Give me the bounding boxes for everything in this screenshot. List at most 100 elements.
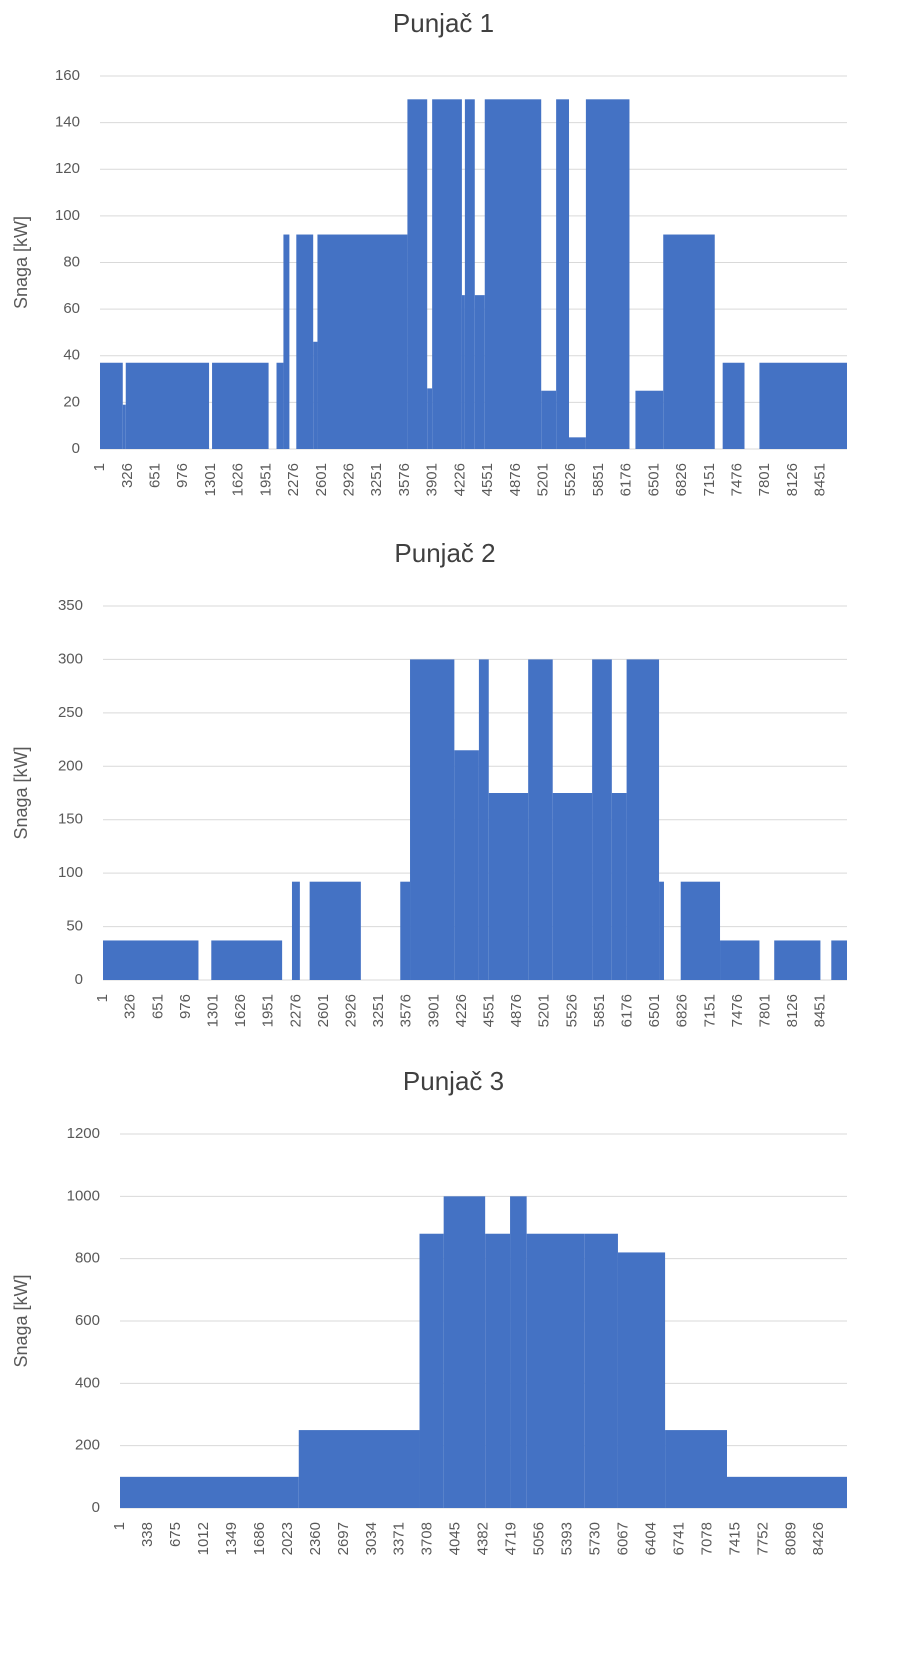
- x-tick-label: 5851: [591, 994, 608, 1027]
- bar: [443, 1196, 486, 1508]
- bar: [103, 940, 199, 980]
- y-axis-label: Snaga [kW]: [11, 746, 31, 839]
- x-tick-label: 8451: [812, 994, 829, 1027]
- x-tick-label: 7078: [698, 1522, 715, 1555]
- x-tick-label: 2697: [335, 1522, 352, 1555]
- x-tick-label: 6501: [645, 463, 662, 496]
- x-tick-label: 5526: [562, 463, 579, 496]
- y-axis-label: Snaga [kW]: [11, 216, 31, 309]
- bar: [454, 750, 479, 980]
- bar: [617, 1252, 666, 1508]
- bar: [296, 234, 314, 449]
- x-tick-label: 2360: [307, 1522, 324, 1555]
- x-tick-label: 1951: [260, 994, 277, 1027]
- x-tick-label: 5201: [536, 994, 553, 1027]
- x-tick-label: 8126: [784, 463, 801, 496]
- x-tick-label: 976: [177, 994, 194, 1019]
- y-tick-label: 100: [58, 864, 83, 881]
- bar: [720, 940, 760, 980]
- bar: [485, 1233, 511, 1508]
- x-tick-label: 5730: [587, 1522, 604, 1555]
- bar: [400, 881, 411, 980]
- x-tick-label: 5851: [590, 463, 607, 496]
- y-tick-label: 140: [55, 114, 80, 131]
- bar: [313, 341, 318, 449]
- x-tick-label: 7476: [728, 463, 745, 496]
- y-tick-label: 350: [58, 597, 83, 614]
- x-tick-label: 4226: [451, 463, 468, 496]
- x-tick-label: 5201: [534, 463, 551, 496]
- bar: [410, 659, 455, 980]
- bar: [774, 940, 821, 980]
- x-tick-label: 2601: [313, 463, 330, 496]
- x-tick-label: 3708: [419, 1522, 436, 1555]
- x-tick-label: 4876: [508, 994, 525, 1027]
- x-tick-label: 5056: [531, 1522, 548, 1555]
- x-tick-label: 6501: [646, 994, 663, 1027]
- y-tick-label: 250: [58, 704, 83, 721]
- x-tick-label: 1626: [230, 463, 247, 496]
- bar: [726, 1476, 847, 1508]
- bar: [541, 390, 557, 449]
- x-tick-label: 3576: [396, 463, 413, 496]
- x-tick-label: 2601: [315, 994, 332, 1027]
- x-tick-label: 3251: [370, 994, 387, 1027]
- y-tick-label: 200: [75, 1437, 100, 1454]
- y-tick-label: 0: [92, 1499, 100, 1516]
- x-tick-label: 2926: [342, 994, 359, 1027]
- x-tick-label: 6176: [618, 463, 635, 496]
- y-tick-label: 300: [58, 650, 83, 667]
- bar: [427, 388, 433, 449]
- x-tick-label: 1012: [195, 1522, 212, 1555]
- x-tick-label: 1301: [204, 994, 221, 1027]
- y-tick-label: 50: [66, 918, 83, 935]
- x-tick-label: 6826: [673, 463, 690, 496]
- bar: [659, 881, 664, 980]
- x-tick-label: 7801: [757, 994, 774, 1027]
- x-tick-label: 6741: [670, 1522, 687, 1555]
- y-tick-label: 160: [55, 67, 80, 84]
- x-tick-label: 4551: [479, 463, 496, 496]
- x-tick-label: 4226: [453, 994, 470, 1027]
- x-tick-label: 326: [122, 994, 139, 1019]
- bar: [635, 390, 664, 449]
- bar: [680, 881, 721, 980]
- x-tick-label: 6404: [642, 1522, 659, 1555]
- bar: [552, 793, 593, 980]
- x-tick-label: 5393: [559, 1522, 576, 1555]
- x-tick-label: 3251: [368, 463, 385, 496]
- x-tick-label: 1: [91, 463, 108, 471]
- bar: [125, 362, 210, 449]
- x-tick-label: 2926: [340, 463, 357, 496]
- x-tick-label: 3576: [398, 994, 415, 1027]
- bar: [407, 99, 428, 449]
- x-tick-label: 6067: [614, 1522, 631, 1555]
- y-tick-label: 0: [72, 440, 80, 457]
- x-tick-label: 326: [119, 463, 136, 488]
- bar: [291, 881, 300, 980]
- bar: [211, 940, 283, 980]
- x-tick-label: 7415: [726, 1522, 743, 1555]
- chart-title: Punjač 2: [394, 538, 495, 568]
- y-tick-label: 600: [75, 1312, 100, 1329]
- x-tick-label: 2023: [279, 1522, 296, 1555]
- bar: [510, 1196, 527, 1508]
- x-tick-label: 3901: [424, 463, 441, 496]
- x-tick-label: 7151: [701, 463, 718, 496]
- y-tick-label: 150: [58, 811, 83, 828]
- bar: [120, 1476, 299, 1508]
- x-tick-label: 1349: [223, 1522, 240, 1555]
- bar: [276, 362, 284, 449]
- bar: [212, 362, 269, 449]
- x-tick-label: 2276: [285, 463, 302, 496]
- x-tick-label: 7476: [729, 994, 746, 1027]
- bar: [474, 295, 485, 449]
- x-tick-label: 6826: [674, 994, 691, 1027]
- x-tick-label: 7801: [756, 463, 773, 496]
- x-tick-label: 1: [94, 994, 111, 1002]
- bar: [464, 99, 475, 449]
- x-tick-label: 8451: [812, 463, 829, 496]
- y-tick-label: 0: [75, 971, 83, 988]
- x-tick-label: 651: [149, 994, 166, 1019]
- x-tick-label: 1301: [202, 463, 219, 496]
